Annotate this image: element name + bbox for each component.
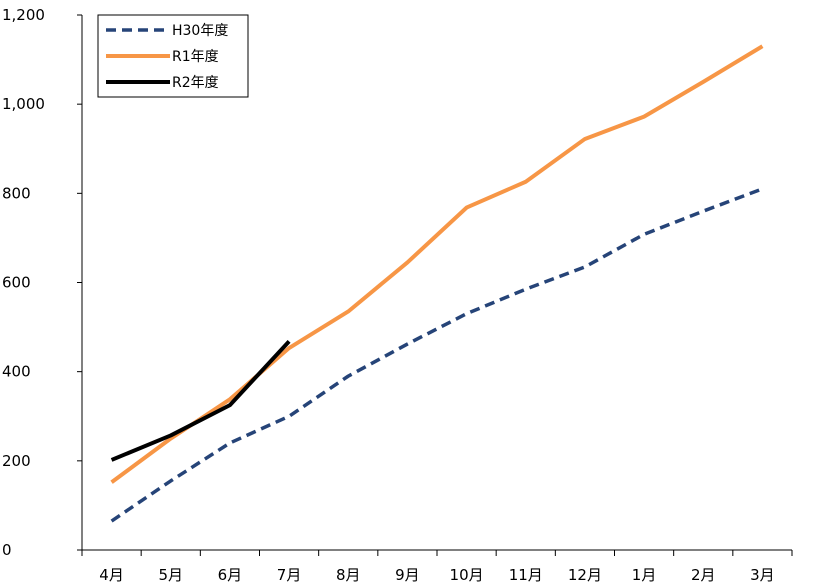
x-tick-label: 7月 [277,566,302,584]
series-line-3 [110,339,291,462]
y-tick-label: 1,000 [2,95,45,113]
x-tick-label: 6月 [218,566,243,584]
y-tick-label: 1,200 [2,6,45,24]
x-tick-label: 11月 [509,566,543,584]
y-tick-label: 0 [2,541,12,559]
legend-label: R1年度 [172,49,219,65]
x-tick-label: 12月 [568,566,602,584]
x-tick-label: 3月 [750,566,775,584]
series-layer [110,44,764,523]
x-tick-label: 1月 [632,566,657,584]
y-tick-label: 200 [2,452,31,470]
x-tick-label: 9月 [395,566,420,584]
x-tick-label: 8月 [336,566,361,584]
x-tick-label: 10月 [450,566,484,584]
y-tick-label: 400 [2,363,31,381]
series-line-2 [110,44,764,484]
series-line-1 [110,187,764,523]
x-tick-label: 2月 [691,566,716,584]
x-tick-label: 5月 [158,566,183,584]
legend: H30年度 R1年度 R2年度 [97,14,249,98]
x-axis-ticks: 4月 5月 6月 7月 8月 9月 10月 11月 12月 1月 2月 3月 [81,550,793,584]
y-tick-label: 600 [2,274,31,292]
y-axis-ticks: 0 200 400 600 800 1,000 1,200 [2,6,82,559]
legend-label: H30年度 [172,23,228,39]
legend-label: R2年度 [172,75,219,91]
x-tick-label: 4月 [99,566,124,584]
y-tick-label: 800 [2,184,31,202]
